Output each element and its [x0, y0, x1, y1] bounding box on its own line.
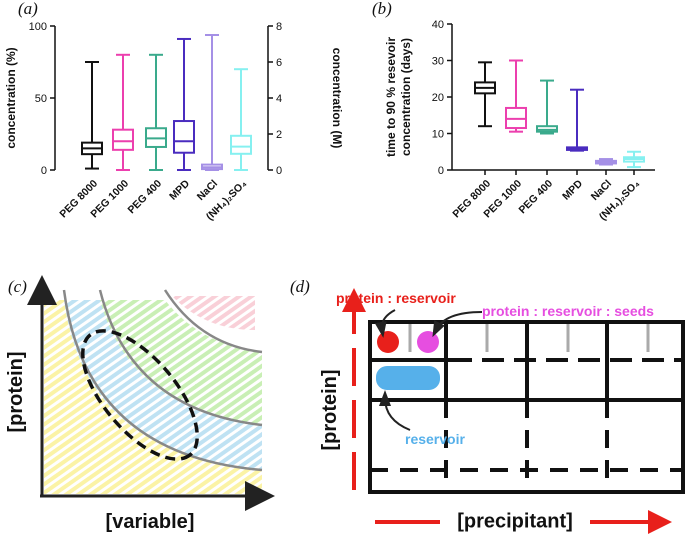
panel-label: (c) — [8, 277, 27, 296]
y-tick-label: 0 — [438, 165, 444, 177]
panel-label: (b) — [372, 0, 392, 18]
curve — [98, 289, 263, 427]
wells — [408, 322, 650, 352]
x-tick-label: PEG 400 — [125, 178, 164, 217]
y-tick-label: 0 — [41, 165, 47, 177]
y-tick-label: 20 — [432, 92, 444, 104]
panel-c: (c) [protein] [variable] — [5, 275, 275, 533]
box — [230, 134, 252, 155]
curve — [62, 289, 263, 472]
drop — [377, 331, 399, 353]
drop — [417, 331, 439, 353]
y-label: concentration (%) — [4, 47, 18, 148]
region — [172, 296, 255, 330]
x-label: [variable] — [106, 511, 195, 533]
arrow — [432, 311, 483, 338]
x-tick-label: PEG 400 — [516, 178, 555, 217]
box — [173, 120, 195, 154]
y-tick-label: 100 — [29, 21, 47, 33]
arrow — [374, 309, 396, 338]
x-tick-label: MPD — [167, 177, 192, 202]
panel-d: (d) protein : reservoir protein : reserv… — [290, 277, 685, 534]
y2-tick-label: 0 — [276, 165, 282, 177]
drop-label: protein : reservoir : seeds — [482, 303, 654, 319]
y2-tick-label: 6 — [276, 57, 282, 69]
y-label: [protein] — [319, 369, 341, 450]
y2-tick-label: 8 — [276, 21, 282, 33]
x-tick-label: NaCl — [589, 178, 614, 203]
y-label: concentration (days) — [399, 38, 413, 156]
reservoir-label: reservoir — [405, 431, 465, 447]
region — [44, 300, 262, 494]
drop-label: protein : reservoir — [336, 290, 456, 306]
panel-label: (a) — [18, 0, 38, 18]
x-tick-label: MPD — [560, 177, 585, 202]
y-label: [protein] — [5, 351, 27, 432]
y-label: time to 90 % resevoir — [384, 37, 398, 157]
y2-label: concentration (M) — [330, 48, 344, 149]
y2-tick-label: 2 — [276, 129, 282, 141]
x-label: [precipitant] — [457, 510, 573, 532]
y-tick-label: 30 — [432, 56, 444, 68]
y2-tick-label: 4 — [276, 93, 282, 105]
region — [64, 300, 262, 470]
y-tick-label: 40 — [432, 19, 444, 31]
plate — [368, 320, 685, 494]
curve — [163, 289, 263, 354]
box — [112, 128, 134, 151]
y-tick-label: 10 — [432, 129, 444, 141]
y-tick-label: 50 — [35, 93, 47, 105]
reservoir — [376, 366, 440, 390]
region — [100, 300, 262, 425]
arrow — [379, 390, 411, 431]
ellipse — [81, 329, 199, 461]
label-bg — [440, 508, 590, 534]
x-tick-label: NaCl — [195, 178, 220, 203]
panel-label: (d) — [290, 277, 310, 296]
